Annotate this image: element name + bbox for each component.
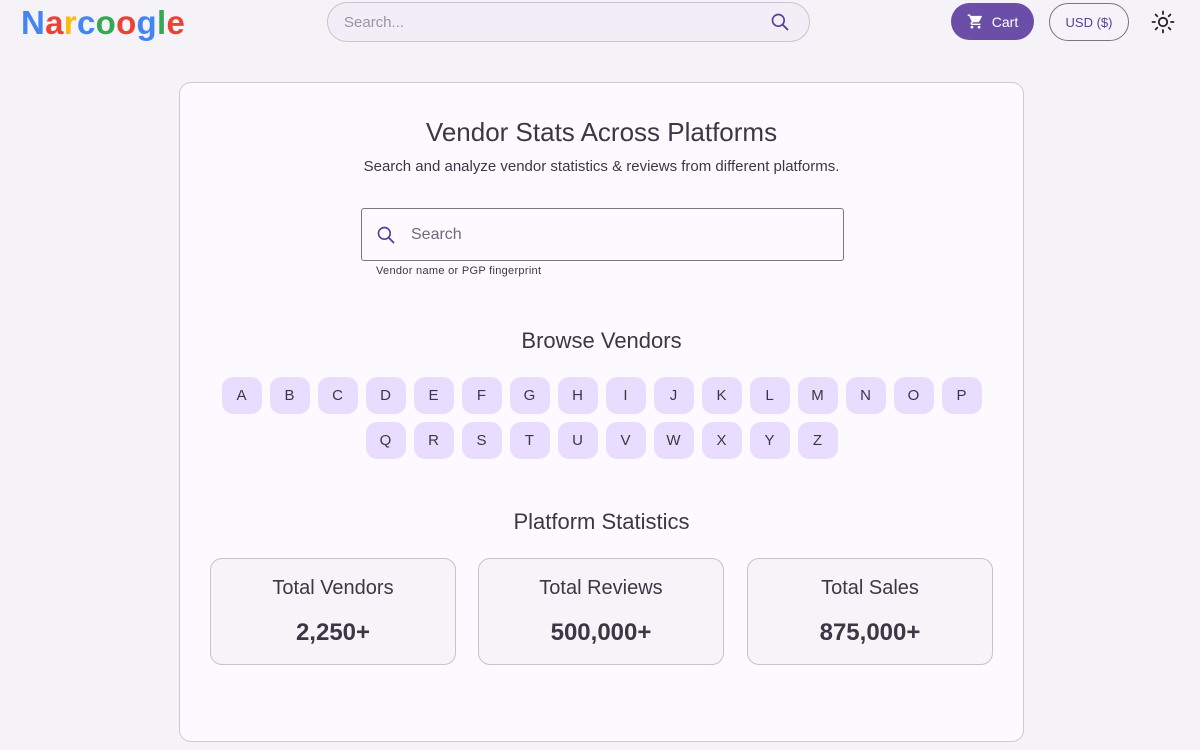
letter-button-h[interactable]: H — [557, 377, 598, 414]
stat-label: Total Vendors — [272, 577, 394, 599]
letter-button-r[interactable]: R — [413, 422, 454, 459]
vendor-search-input[interactable] — [411, 225, 843, 244]
header-search-bar[interactable] — [327, 2, 810, 42]
letter-button-o[interactable]: O — [893, 377, 934, 414]
letter-button-q[interactable]: Q — [365, 422, 406, 459]
stat-label: Total Sales — [821, 577, 919, 599]
cart-label: Cart — [991, 13, 1019, 30]
letter-button-x[interactable]: X — [701, 422, 742, 459]
letter-button-e[interactable]: E — [413, 377, 454, 414]
stat-card-total-vendors: Total Vendors 2,250+ — [210, 558, 456, 665]
vendor-search-field[interactable] — [361, 208, 844, 261]
platform-statistics-heading: Platform Statistics — [513, 509, 690, 534]
letter-button-s[interactable]: S — [461, 422, 502, 459]
letter-button-m[interactable]: M — [797, 377, 838, 414]
currency-label: USD ($) — [1065, 14, 1113, 30]
page-subtitle: Search and analyze vendor statistics & r… — [363, 158, 840, 175]
stat-value: 500,000+ — [550, 619, 652, 646]
letter-button-v[interactable]: V — [605, 422, 646, 459]
letter-button-z[interactable]: Z — [797, 422, 838, 459]
theme-toggle-button[interactable] — [1150, 9, 1176, 35]
stat-card-total-sales: Total Sales 875,000+ — [747, 558, 993, 665]
letter-button-y[interactable]: Y — [749, 422, 790, 459]
letter-button-w[interactable]: W — [653, 422, 694, 459]
stat-card-total-reviews: Total Reviews 500,000+ — [478, 558, 724, 665]
letter-button-t[interactable]: T — [509, 422, 550, 459]
page-title: Vendor Stats Across Platforms — [425, 117, 778, 147]
letter-button-k[interactable]: K — [701, 377, 742, 414]
header-search-input[interactable] — [328, 13, 770, 31]
vendor-stats-card: Vendor Stats Across Platforms Search and… — [179, 82, 1024, 742]
logo-letter: a — [45, 4, 64, 41]
search-helper-text: Vendor name or PGP fingerprint — [376, 265, 542, 277]
letter-button-a[interactable]: A — [221, 377, 262, 414]
currency-selector-button[interactable]: USD ($) — [1049, 3, 1129, 41]
letter-button-c[interactable]: C — [317, 377, 358, 414]
cart-button[interactable]: Cart — [951, 3, 1034, 40]
letter-button-u[interactable]: U — [557, 422, 598, 459]
letter-button-j[interactable]: J — [653, 377, 694, 414]
logo-letter: o — [116, 4, 137, 41]
search-icon[interactable] — [770, 12, 790, 32]
stat-value: 2,250+ — [295, 619, 371, 646]
logo-letter: r — [63, 4, 77, 41]
cart-icon — [967, 14, 982, 29]
logo-letter: g — [136, 4, 158, 41]
logo-letter: c — [76, 4, 96, 41]
letter-button-d[interactable]: D — [365, 377, 406, 414]
logo-letter: l — [157, 4, 167, 41]
search-icon — [377, 226, 395, 243]
logo-letter: N — [21, 4, 46, 41]
browse-vendors-heading: Browse Vendors — [521, 328, 682, 353]
letter-button-g[interactable]: G — [509, 377, 550, 414]
letter-button-i[interactable]: I — [605, 377, 646, 414]
logo-letter: e — [166, 4, 186, 41]
letter-button-n[interactable]: N — [845, 377, 886, 414]
logo-letter: o — [95, 4, 117, 41]
letter-button-f[interactable]: F — [461, 377, 502, 414]
top-header: Narcoogle Cart USD ($) — [0, 0, 1200, 46]
sun-icon — [1151, 10, 1175, 34]
narcoogle-logo[interactable]: Narcoogle — [21, 4, 185, 42]
stat-label: Total Reviews — [539, 577, 663, 599]
letter-button-p[interactable]: P — [941, 377, 982, 414]
letter-button-b[interactable]: B — [269, 377, 310, 414]
letter-button-l[interactable]: L — [749, 377, 790, 414]
stat-value: 875,000+ — [819, 619, 921, 646]
